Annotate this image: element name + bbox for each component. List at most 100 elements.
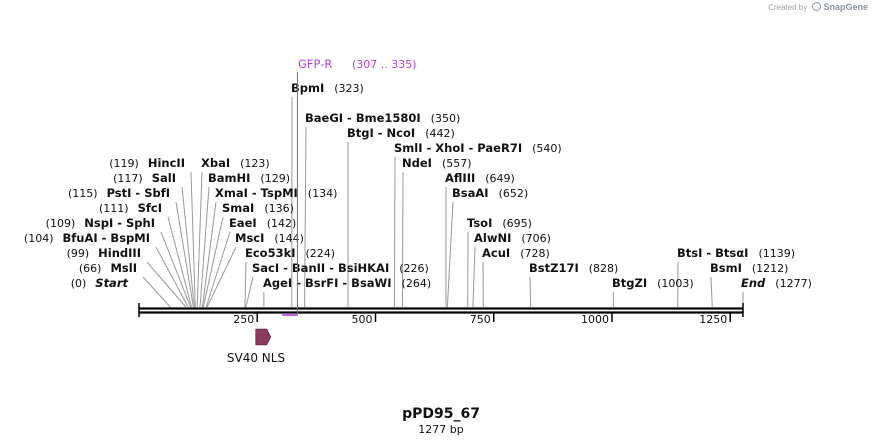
- site-position: (706): [521, 232, 551, 245]
- site-xmai-tspmi[interactable]: XmaI - TspMI (134): [215, 186, 337, 200]
- site-btgi-ncoi[interactable]: BtgI - NcoI (442): [347, 126, 455, 140]
- site-nspi-sphi[interactable]: NspI - SphI (109): [46, 216, 155, 230]
- site-saci-banii-bsihkai[interactable]: SacI - BanII - BsiHKAI (226): [252, 261, 429, 275]
- site-agei-bsrfi-bsawi[interactable]: AgeI - BsrFI - BsaWI (264): [263, 276, 431, 290]
- site-position: (695): [502, 217, 532, 230]
- site-position: (109): [46, 217, 76, 230]
- site-position: (1003): [657, 277, 694, 290]
- site-name: AcuI: [482, 246, 510, 260]
- site-ndei[interactable]: NdeI (557): [402, 156, 472, 170]
- ruler-tick-label: 1000: [581, 313, 609, 326]
- primer-name: GFP-R: [298, 57, 332, 71]
- site-leader-line: [205, 231, 231, 308]
- site-name: TsoI: [467, 216, 492, 230]
- site-name: BtgZI: [612, 276, 647, 290]
- site-name: Eco53kI: [245, 246, 296, 260]
- site-name: BamHI: [208, 171, 250, 185]
- site-leader-lines: [142, 96, 744, 308]
- site-position: (828): [589, 262, 619, 275]
- site-bfuai-bspmi[interactable]: BfuAI - BspMI (104): [24, 231, 150, 245]
- site-btsi-bts-i[interactable]: BtsI - BtsαI (1139): [677, 246, 795, 260]
- site-xbai[interactable]: XbaI (123): [201, 156, 270, 170]
- site-smli-xhoi-paer7i[interactable]: SmlI - XhoI - PaeR7I (540): [394, 141, 562, 155]
- feature-arrow[interactable]: [255, 328, 272, 346]
- site-name: BtgI - NcoI: [347, 126, 415, 140]
- site-bamhi[interactable]: BamHI (129): [208, 171, 290, 185]
- site-name: XmaI - TspMI: [215, 186, 298, 200]
- site-position: (136): [264, 202, 294, 215]
- site-name: BaeGI - Bme1580I: [305, 111, 421, 125]
- site-leader-line: [304, 126, 307, 308]
- site-start[interactable]: Start (0): [71, 276, 129, 290]
- site-bpmi[interactable]: BpmI (323): [291, 81, 364, 95]
- site-msli[interactable]: MslI (66): [79, 261, 137, 275]
- site-alwni[interactable]: AlwNI (706): [474, 231, 551, 245]
- site-leader-line: [401, 171, 404, 308]
- site-position: (142): [267, 217, 297, 230]
- site-eco53ki[interactable]: Eco53kI (224): [245, 246, 335, 260]
- site-position: (134): [308, 187, 338, 200]
- site-bstz17i[interactable]: BstZ17I (828): [529, 261, 618, 275]
- site-name: BtsI - BtsαI: [677, 246, 748, 260]
- site-position: (224): [306, 247, 336, 260]
- site-name: AlwNI: [474, 231, 511, 245]
- site-btgzi[interactable]: BtgZI (1003): [612, 276, 694, 290]
- site-tsoi[interactable]: TsoI (695): [467, 216, 532, 230]
- site-position: (1139): [758, 247, 795, 260]
- site-name: SmaI: [222, 201, 254, 215]
- site-position: (350): [431, 112, 461, 125]
- feature-sv40-nls[interactable]: SV40 NLS: [227, 328, 285, 365]
- site-position: (540): [532, 142, 562, 155]
- site-sali[interactable]: SalI (117): [113, 171, 176, 185]
- site-position: (104): [24, 232, 54, 245]
- site-afliii[interactable]: AflIII (649): [445, 171, 515, 185]
- site-bsaai[interactable]: BsaAI (652): [452, 186, 528, 200]
- site-name: PstI - SbfI: [107, 186, 170, 200]
- site-bsmi[interactable]: BsmI (1212): [710, 261, 788, 275]
- site-position: (129): [260, 172, 290, 185]
- site-leader-line: [175, 201, 194, 308]
- ruler-tick-label: 1250: [699, 313, 727, 326]
- site-acui[interactable]: AcuI (728): [482, 246, 550, 260]
- snapgene-logo-text: SnapGene: [809, 2, 868, 12]
- site-leader-line: [245, 276, 254, 308]
- site-leader-line: [206, 246, 237, 308]
- site-name: BstZ17I: [529, 261, 579, 275]
- site-name: NdeI: [402, 156, 432, 170]
- site-position: (123): [240, 157, 270, 170]
- plasmid-length: 1277 bp: [418, 423, 463, 436]
- site-leader-line: [190, 171, 196, 308]
- site-leader-line: [202, 216, 224, 308]
- site-name: EaeI: [229, 216, 257, 230]
- site-hindiii[interactable]: HindIII (99): [67, 246, 141, 260]
- site-position: (119): [109, 157, 139, 170]
- site-position: (0): [71, 277, 87, 290]
- site-position: (728): [520, 247, 550, 260]
- primer-gfp-r[interactable]: GFP-R (307 .. 335): [282, 57, 417, 316]
- site-name: MscI: [235, 231, 264, 245]
- site-msci[interactable]: MscI (144): [235, 231, 304, 245]
- site-sfci[interactable]: SfcI (111): [99, 201, 162, 215]
- site-smai[interactable]: SmaI (136): [222, 201, 294, 215]
- site-position: (557): [442, 157, 472, 170]
- site-position: (264): [402, 277, 432, 290]
- site-eaei[interactable]: EaeI (142): [229, 216, 296, 230]
- site-position: (144): [274, 232, 304, 245]
- site-leader-line: [529, 276, 532, 308]
- site-name: AgeI - BsrFI - BsaWI: [263, 276, 392, 290]
- site-leader-line: [160, 231, 192, 308]
- site-hincii[interactable]: HincII (119): [109, 156, 185, 170]
- site-psti-sbfi[interactable]: PstI - SbfI (115): [68, 186, 170, 200]
- site-position: (1212): [752, 262, 789, 275]
- feature-name: SV40 NLS: [227, 351, 285, 365]
- site-leader-line: [199, 186, 210, 308]
- site-position: (442): [425, 127, 455, 140]
- site-end[interactable]: End (1277): [741, 276, 812, 290]
- site-position: (323): [334, 82, 364, 95]
- site-name: NspI - SphI: [84, 216, 155, 230]
- ruler-tick-label: 500: [351, 313, 372, 326]
- site-name: HincII: [148, 156, 185, 170]
- site-baegi-bme1580i[interactable]: BaeGI - Bme1580I (350): [305, 111, 460, 125]
- site-position: (115): [68, 187, 98, 200]
